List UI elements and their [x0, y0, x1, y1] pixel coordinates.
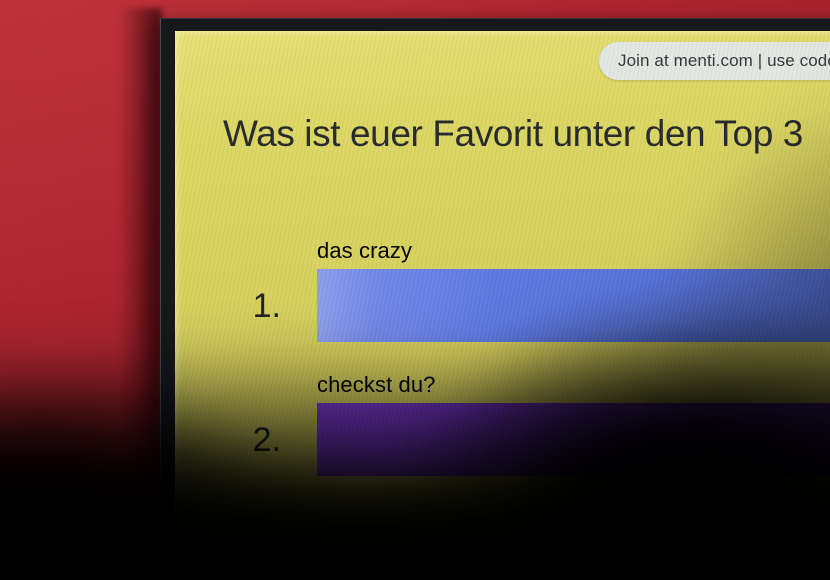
result-bar: [317, 269, 830, 342]
result-bar: [317, 403, 830, 476]
rank-number: 1.: [252, 286, 281, 325]
ranking-item-1: 1. das crazy: [175, 237, 830, 342]
ranking-list: 1. das crazy 2. checkst du?: [175, 237, 830, 505]
item-label: das crazy: [317, 238, 413, 263]
slide-title: Was ist euer Favorit unter den Top 3: [223, 113, 803, 154]
monitor-cast-shadow: [118, 8, 162, 580]
join-instructions-pill: Join at menti.com | use code: [599, 42, 830, 80]
presentation-screen: Join at menti.com | use code Was ist eue…: [175, 31, 830, 580]
ranking-item-2: 2. checkst du?: [175, 371, 830, 476]
rank-number: 2.: [252, 420, 281, 459]
monitor-bezel: Join at menti.com | use code Was ist eue…: [160, 18, 830, 580]
join-instructions-text: Join at menti.com | use code: [618, 51, 830, 70]
item-label: checkst du?: [317, 372, 436, 397]
